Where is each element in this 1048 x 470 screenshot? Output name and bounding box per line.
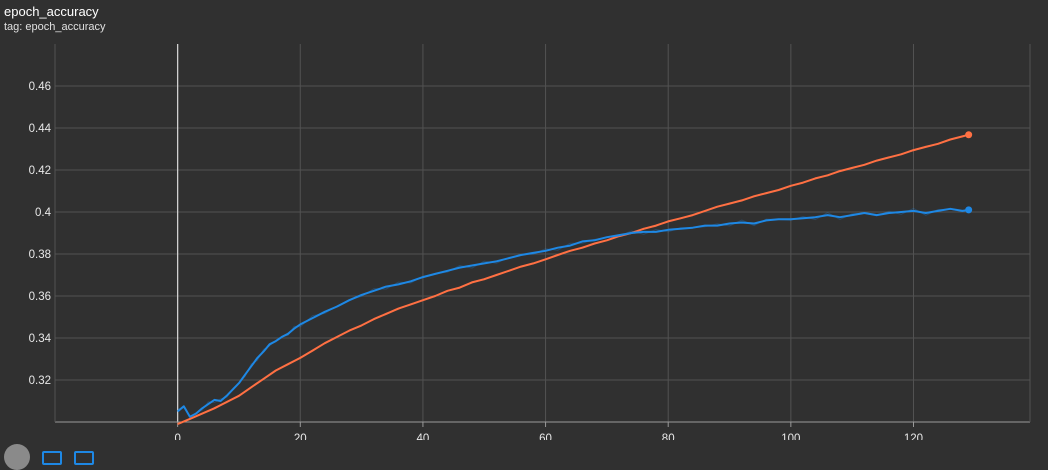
download-icon[interactable]	[74, 451, 94, 465]
chart-subtitle: tag: epoch_accuracy	[4, 21, 106, 33]
avatar-circle-icon[interactable]	[4, 444, 30, 470]
chart-toolbar	[0, 440, 1048, 470]
series-2-line	[176, 207, 969, 418]
y-tick-label: 0.38	[29, 249, 51, 261]
y-tick-label: 0.32	[29, 375, 51, 387]
x-tick-label: 20	[294, 433, 307, 440]
series-1-raw-line	[177, 134, 969, 425]
x-tick-label: 60	[539, 433, 552, 440]
y-tick-label: 0.44	[29, 123, 52, 135]
y-tick-label: 0.42	[29, 165, 51, 177]
series-2-end-marker	[965, 206, 973, 214]
series-1-line	[177, 133, 969, 426]
x-tick-label: 120	[904, 433, 923, 440]
x-tick-label: 100	[781, 433, 800, 440]
line-chart[interactable]: 0.32 0.34 0.36 0.38 0.4 0.42 0.44 0.46 0 20 40 60 80…	[0, 0, 1048, 440]
fit-domain-icon[interactable]	[42, 451, 62, 465]
y-tick-label: 0.36	[29, 291, 51, 303]
series-2-raw-line	[177, 207, 969, 418]
x-tick-label: 0	[174, 433, 180, 440]
x-tick-label: 80	[662, 433, 675, 440]
series-1-end-marker	[965, 131, 973, 139]
y-tick-label: 0.4	[35, 207, 52, 219]
chart-title: epoch_accuracy	[4, 4, 99, 19]
y-tick-label: 0.34	[29, 333, 52, 345]
y-tick-label: 0.46	[29, 81, 51, 93]
x-tick-label: 40	[417, 433, 430, 440]
